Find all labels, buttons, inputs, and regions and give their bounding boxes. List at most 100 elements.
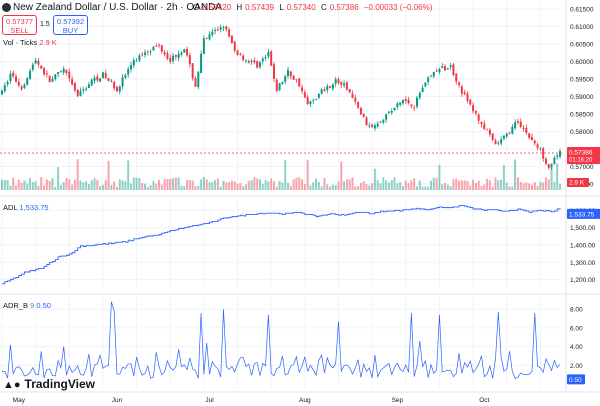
candle-body xyxy=(396,103,399,108)
candle-body xyxy=(373,125,376,129)
volume-bar xyxy=(455,178,458,190)
last-price-label: 0.57386 xyxy=(569,149,593,156)
candle-body xyxy=(514,122,517,129)
candle-body xyxy=(40,65,43,69)
volume-bar xyxy=(289,185,292,190)
candle-body xyxy=(494,140,497,145)
candle-body xyxy=(26,78,29,85)
volume-bar xyxy=(85,181,88,190)
volume-bar xyxy=(477,181,480,190)
candle-body xyxy=(474,110,477,114)
candle-body xyxy=(144,52,147,55)
adr-value-label: 0.50 xyxy=(569,377,582,384)
volume-bar xyxy=(258,179,261,190)
volume-bar xyxy=(244,184,247,190)
volume-bar xyxy=(488,180,491,190)
candle-body xyxy=(76,89,79,97)
symbol-title[interactable]: New Zealand Dollar / U.S. Dollar · 2h · … xyxy=(13,2,222,13)
adr-tick-label: 6.00 xyxy=(570,325,583,332)
volume-bar xyxy=(155,183,158,190)
volume-bar xyxy=(494,177,497,190)
candle-body xyxy=(480,122,483,125)
candle-body xyxy=(31,64,34,70)
candle-body xyxy=(222,27,225,29)
volume-bar xyxy=(124,181,127,190)
candle-body xyxy=(208,34,211,40)
candle-body xyxy=(337,79,340,84)
adl-legend[interactable]: ADL 1,533.75 xyxy=(3,203,49,212)
volume-bar xyxy=(267,181,270,190)
candle-body xyxy=(230,35,233,43)
candle-body xyxy=(413,107,416,109)
volume-bar xyxy=(427,186,430,190)
candle-body xyxy=(225,26,228,30)
volume-bar xyxy=(505,182,508,190)
volume-bar xyxy=(197,185,200,190)
volume-bar xyxy=(528,183,531,190)
candle-body xyxy=(415,97,418,107)
candle-body xyxy=(6,81,9,85)
volume-bar xyxy=(446,184,449,190)
candle-body xyxy=(214,29,217,31)
volume-bar xyxy=(390,180,393,190)
volume-legend[interactable]: Vol · Ticks 2.9 K xyxy=(3,38,57,47)
candle-body xyxy=(511,126,514,134)
candle-body xyxy=(258,62,261,67)
candle-body xyxy=(522,127,525,129)
low-value: 0.57340 xyxy=(286,3,316,12)
volume-bar xyxy=(413,178,416,190)
candle-body xyxy=(525,127,528,133)
volume-bar xyxy=(177,177,180,190)
volume-bar xyxy=(20,182,23,190)
candle-body xyxy=(20,86,23,90)
volume-bar xyxy=(104,180,107,190)
volume-bar xyxy=(533,181,536,190)
candle-body xyxy=(62,68,65,73)
volume-bar xyxy=(270,178,273,190)
volume-bar xyxy=(309,185,312,190)
candle-body xyxy=(1,90,3,95)
volume-bar xyxy=(421,186,424,190)
volume-bar xyxy=(51,178,54,190)
adr-legend-param: 9 xyxy=(30,301,35,310)
candle-body xyxy=(160,45,163,52)
sell-button[interactable]: 0.57377 SELL xyxy=(2,15,37,35)
price-tick-label: 0.59000 xyxy=(570,94,594,101)
adr-legend-value: 0.50 xyxy=(36,301,51,310)
candle-body xyxy=(326,86,329,91)
volume-bar xyxy=(34,181,37,190)
adl-legend-label: ADL xyxy=(3,203,18,212)
volume-bar xyxy=(6,180,9,190)
volume-bar xyxy=(65,178,68,190)
volume-bar xyxy=(469,185,472,190)
candle-body xyxy=(281,81,284,84)
candle-body xyxy=(486,129,489,131)
candle-body xyxy=(556,155,559,157)
candle-body xyxy=(329,86,332,88)
tradingview-logo[interactable]: ▲● TradingView xyxy=(3,377,95,391)
volume-bar xyxy=(410,180,413,190)
volume-bar xyxy=(315,178,318,190)
volume-bar xyxy=(113,181,116,190)
adr-legend[interactable]: ADR_B 9 0.50 xyxy=(3,301,51,310)
volume-bar xyxy=(424,186,427,190)
candle-body xyxy=(441,66,444,69)
candle-body xyxy=(93,77,96,81)
candle-body xyxy=(107,78,110,81)
volume-bar xyxy=(326,184,329,190)
candle-body xyxy=(287,70,290,77)
candle-body xyxy=(491,133,494,140)
candle-body xyxy=(519,121,522,127)
candle-body xyxy=(317,93,320,98)
candle-body xyxy=(530,136,533,141)
volume-bar xyxy=(3,180,6,190)
volume-bar xyxy=(385,180,388,190)
volume-bar xyxy=(553,182,556,190)
candle-body xyxy=(3,85,6,92)
candle-body xyxy=(542,148,545,159)
candle-body xyxy=(219,27,222,30)
buy-button[interactable]: 0.57392 BUY xyxy=(53,15,88,35)
volume-bar xyxy=(458,180,461,190)
candle-body xyxy=(497,142,500,144)
